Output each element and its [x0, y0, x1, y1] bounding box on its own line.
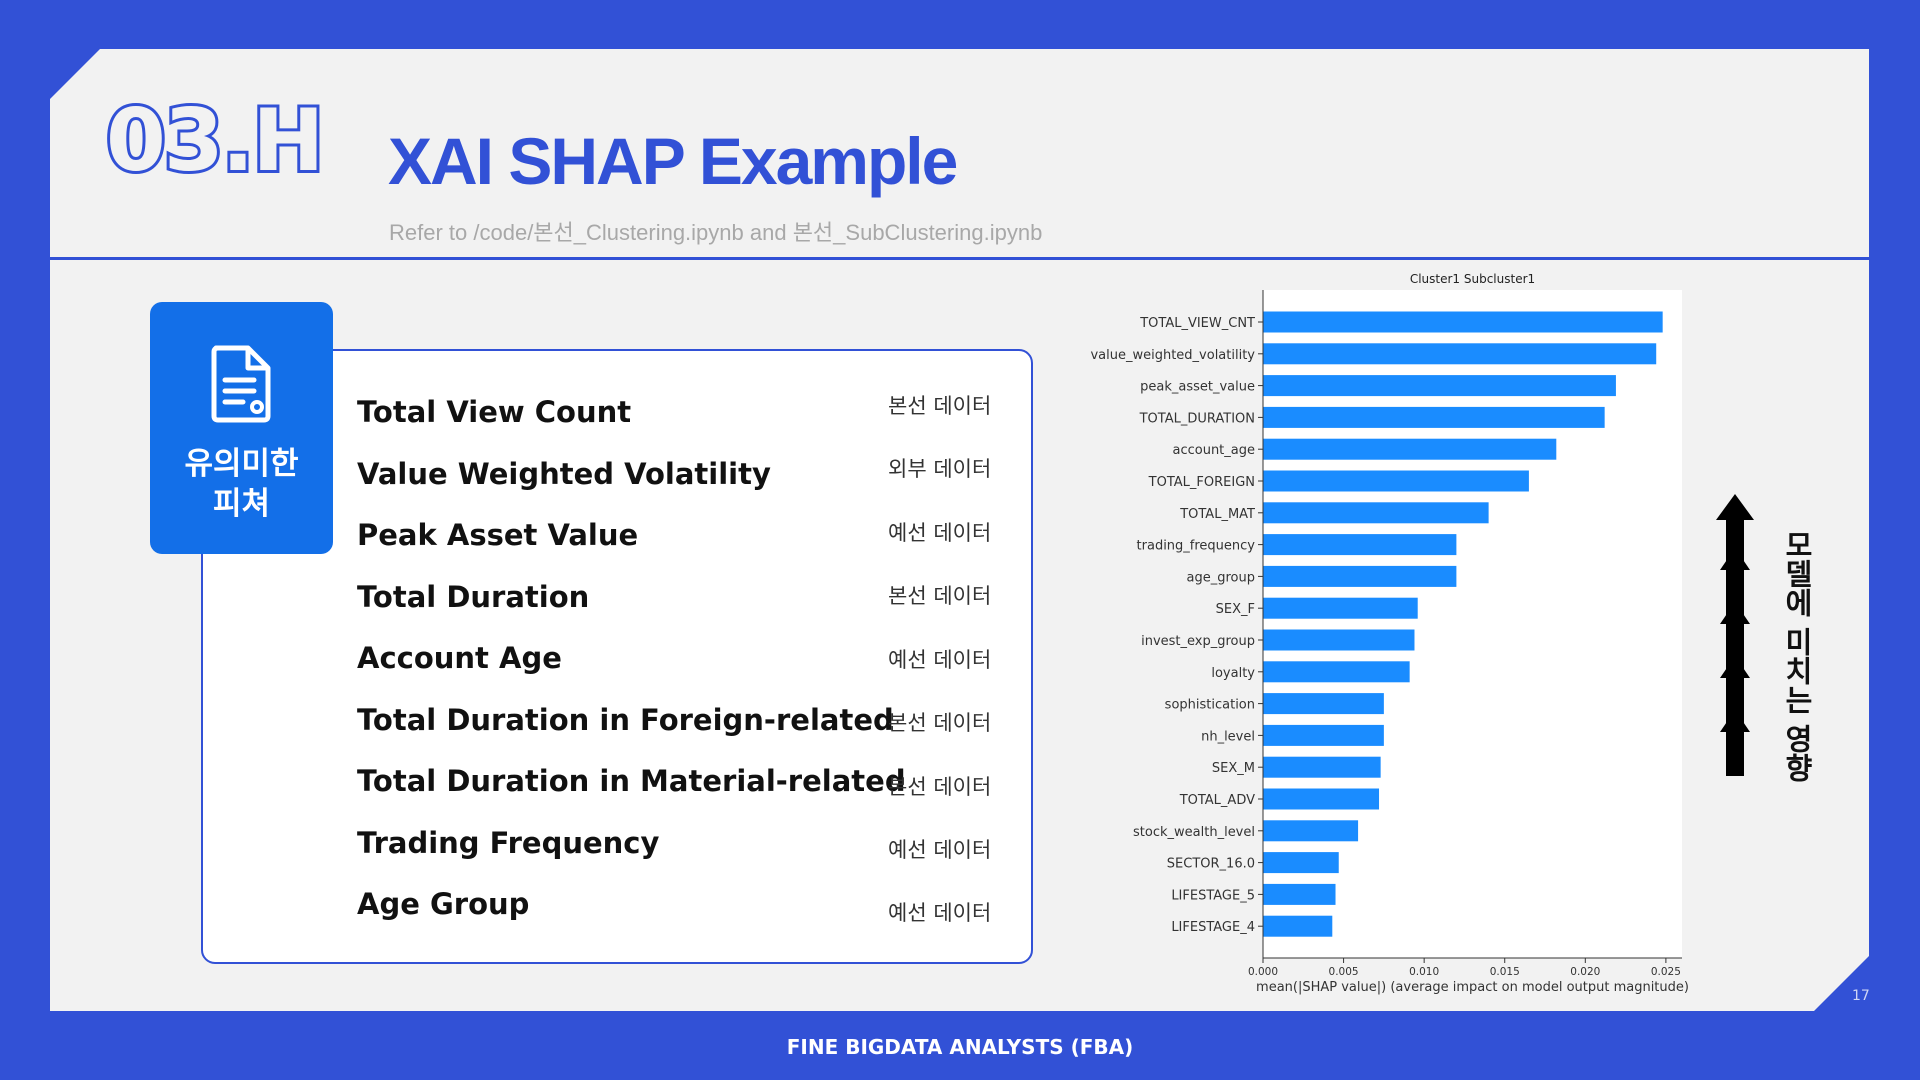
y-tick-label: nh_level [1201, 729, 1255, 744]
bar [1263, 597, 1418, 619]
bar [1263, 565, 1457, 587]
y-tick-label: account_age [1172, 443, 1255, 458]
feature-name: Account Age [357, 641, 562, 675]
bar [1263, 724, 1384, 746]
x-tick-label: 0.010 [1409, 966, 1439, 978]
page-subtitle: Refer to /code/본선_Clustering.ipynb and 본… [389, 220, 1043, 245]
bar [1263, 311, 1663, 333]
y-tick-label: SEX_M [1212, 761, 1255, 776]
feature-source: 본선 데이터 [888, 394, 992, 418]
y-tick-label: TOTAL_ADV [1179, 793, 1255, 808]
feature-tag-label: 유의미한 피쳐 [184, 446, 299, 522]
bar [1263, 756, 1381, 778]
feature-name: Age Group [357, 887, 530, 921]
footer-text: FINE BIGDATA ANALYSTS (FBA) [786, 1035, 1134, 1059]
bar [1263, 661, 1410, 683]
page-title: XAI SHAP Example [388, 124, 958, 198]
feature-tag: 유의미한 피쳐 [150, 302, 333, 554]
y-tick-label: TOTAL_FOREIGN [1148, 475, 1255, 490]
impact-label: 모델에 미치는 영향 [1780, 530, 1814, 783]
feature-name: Peak Asset Value [357, 518, 639, 552]
y-tick-label: invest_exp_group [1141, 634, 1255, 649]
x-tick-label: 0.015 [1490, 966, 1520, 978]
bar [1263, 502, 1489, 524]
feature-source: 외부 데이터 [888, 457, 992, 481]
y-tick-label: LIFESTAGE_4 [1171, 920, 1255, 935]
chart-title: Cluster1 Subcluster1 [1410, 272, 1535, 286]
bar [1263, 820, 1359, 842]
bar [1263, 883, 1336, 905]
bar [1263, 343, 1657, 365]
feature-name: Total Duration [357, 580, 590, 614]
section-number: 03.H [103, 91, 327, 191]
y-tick-label: TOTAL_VIEW_CNT [1139, 316, 1255, 331]
plot-area [1263, 290, 1682, 958]
y-tick-label: TOTAL_DURATION [1139, 411, 1255, 426]
feature-source: 본선 데이터 [888, 584, 992, 608]
y-tick-label: SEX_F [1216, 602, 1255, 617]
up-arrow-icon [1716, 494, 1754, 776]
y-tick-label: TOTAL_MAT [1179, 507, 1255, 522]
bar [1263, 788, 1380, 810]
y-tick-label: stock_wealth_level [1133, 825, 1255, 840]
feature-name: Total View Count [357, 395, 632, 429]
shap-bar-chart: Cluster1 Subcluster1 TOTAL_VIEW_CNT value_… [1090, 272, 1689, 995]
y-tick-label: LIFESTAGE_5 [1171, 888, 1255, 903]
feature-source: 예선 데이터 [888, 901, 992, 925]
x-tick-label: 0.005 [1329, 966, 1359, 978]
feature-name: Trading Frequency [357, 826, 660, 860]
y-tick-label: loyalty [1211, 666, 1255, 681]
y-tick-label: age_group [1187, 570, 1255, 585]
y-tick-label: peak_asset_value [1140, 380, 1255, 395]
feature-source: 예선 데이터 [888, 648, 992, 672]
feature-source: 본선 데이터 [888, 711, 992, 735]
bar [1263, 852, 1339, 874]
feature-source: 본선 데이터 [888, 775, 992, 799]
feature-name: Total Duration in Foreign-related [357, 703, 894, 737]
x-tick-label: 0.020 [1570, 966, 1600, 978]
feature-source: 예선 데이터 [888, 838, 992, 862]
y-tick-label: value_weighted_volatility [1090, 348, 1255, 363]
x-tick-label: 0.000 [1248, 966, 1278, 978]
x-axis-label: mean(|SHAP value|) (average impact on mo… [1256, 980, 1689, 995]
y-tick-label: trading_frequency [1137, 539, 1256, 554]
y-tick-label: sophistication [1165, 698, 1255, 713]
bar [1263, 406, 1605, 428]
bar [1263, 470, 1529, 492]
feature-name: Total Duration in Material-related [357, 764, 906, 798]
bar [1263, 693, 1384, 715]
y-tick-label: SECTOR_16.0 [1167, 857, 1255, 872]
document-icon [211, 345, 271, 423]
bar [1263, 915, 1333, 937]
feature-card [201, 349, 1033, 964]
page-number: 17 [1852, 988, 1870, 1004]
header-divider [50, 257, 1869, 260]
x-tick-label: 0.025 [1651, 966, 1681, 978]
feature-source: 예선 데이터 [888, 521, 992, 545]
bar [1263, 629, 1415, 651]
bar [1263, 534, 1457, 556]
feature-name: Value Weighted Volatility [357, 457, 771, 491]
bar [1263, 438, 1557, 460]
bar [1263, 375, 1616, 397]
